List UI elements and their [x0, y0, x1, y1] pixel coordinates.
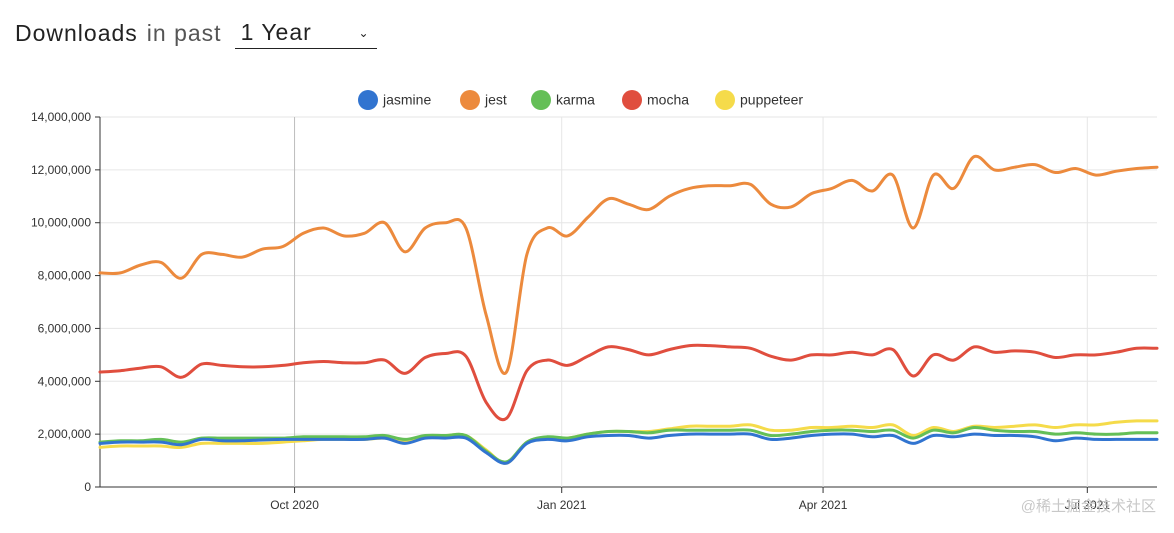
- legend-swatch: [622, 90, 642, 110]
- downloads-title: Downloads: [15, 19, 138, 46]
- y-tick-label: 8,000,000: [38, 269, 92, 283]
- y-tick-label: 6,000,000: [38, 321, 92, 335]
- y-tick-label: 4,000,000: [38, 374, 92, 388]
- legend-label: karma: [556, 92, 595, 108]
- period-select[interactable]: 1 Year ⌄: [234, 18, 377, 49]
- series-line-puppeteer: [98, 419, 1159, 465]
- downloads-header: Downloads in past 1 Year ⌄: [15, 16, 377, 50]
- legend-item-jest: jest: [460, 90, 507, 110]
- legend-swatch: [531, 90, 551, 110]
- legend-item-karma: karma: [531, 90, 595, 110]
- y-tick-label: 12,000,000: [31, 163, 91, 177]
- legend-item-puppeteer: puppeteer: [715, 90, 803, 110]
- chart-series: [98, 154, 1159, 465]
- chevron-down-icon: ⌄: [358, 25, 369, 40]
- x-tick-label: Jan 2021: [537, 498, 587, 512]
- legend-swatch: [358, 90, 378, 110]
- legend-swatch: [460, 90, 480, 110]
- x-tick-label: Oct 2020: [270, 498, 319, 512]
- period-select-value: 1 Year: [240, 19, 312, 45]
- series-line-mocha: [98, 343, 1159, 422]
- chart-axes: 0 2,000,000 4,000,000 6,000,000 8,000,000 10,…: [31, 110, 1110, 512]
- legend-label: mocha: [647, 92, 689, 108]
- legend-label: jasmine: [382, 92, 431, 108]
- legend-swatch: [715, 90, 735, 110]
- series-line-jest: [98, 154, 1159, 376]
- y-tick-label: 14,000,000: [31, 110, 91, 124]
- x-tick-label: Jul 2021: [1065, 498, 1111, 512]
- y-tick-label: 0: [84, 480, 91, 494]
- legend-label: puppeteer: [740, 92, 803, 108]
- series-line-jasmine: [98, 432, 1159, 465]
- legend-label: jest: [484, 92, 507, 108]
- x-tick-label: Apr 2021: [799, 498, 848, 512]
- y-tick-label: 2,000,000: [38, 427, 92, 441]
- chart-legend: jasmine jest karma mocha puppeteer: [358, 90, 803, 110]
- legend-item-jasmine: jasmine: [358, 90, 431, 110]
- downloads-subtitle: in past: [146, 19, 222, 46]
- watermark: @稀土掘金技术社区: [1020, 498, 1156, 515]
- legend-item-mocha: mocha: [622, 90, 689, 110]
- y-tick-label: 10,000,000: [31, 216, 91, 230]
